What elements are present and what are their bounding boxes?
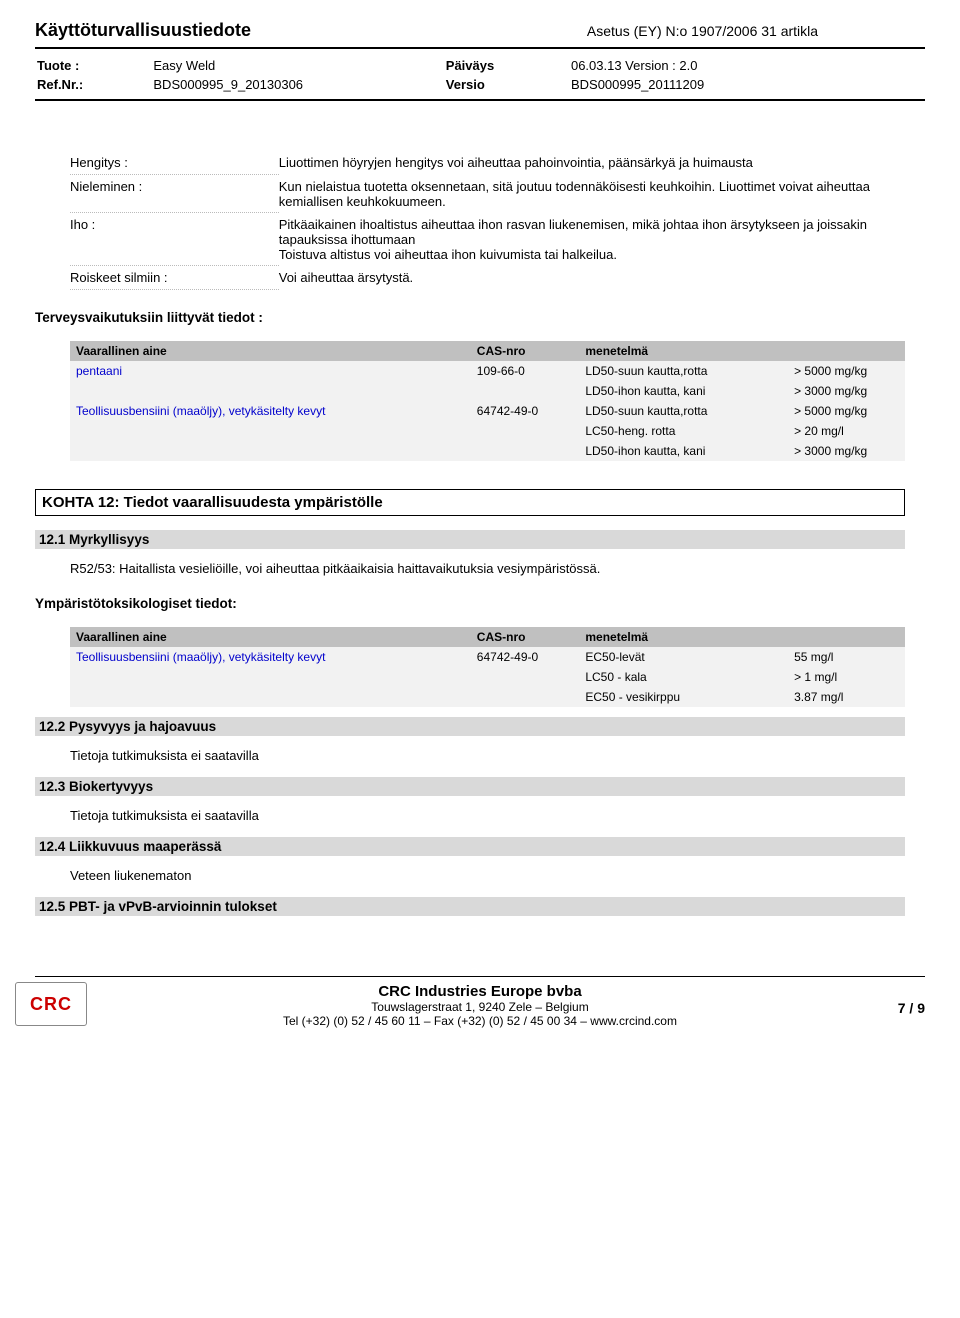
effects-definitions: Hengitys : Liuottimen höyryjen hengitys … (70, 151, 905, 290)
footer-tel: Tel (+32) (0) 52 / 45 60 11 – Fax (+32) … (35, 1014, 925, 1028)
substance-link[interactable]: Teollisuusbensiini (maaöljy), vetykäsite… (76, 404, 325, 418)
version-label: Versio (446, 76, 569, 93)
page-number: 7 / 9 (898, 1000, 925, 1016)
cas: 64742-49-0 (471, 401, 580, 421)
cell (471, 441, 580, 461)
substance-link[interactable]: pentaani (76, 364, 122, 378)
product-label: Tuote : (37, 57, 151, 74)
cas: 64742-49-0 (471, 647, 580, 667)
val: > 3000 mg/kg (788, 441, 905, 461)
document-header: Käyttöturvallisuustiedote Asetus (EY) N:… (35, 20, 925, 41)
date-value: 06.03.13 Version : 2.0 (571, 57, 923, 74)
method: LC50 - kala (579, 667, 788, 687)
ref-value: BDS000995_9_20130306 (153, 76, 443, 93)
iho-label: Iho : (70, 213, 279, 266)
method: LD50-suun kautta,rotta (579, 361, 788, 381)
cas: 109-66-0 (471, 361, 580, 381)
env-tox-title: Ympäristötoksikologiset tiedot: (35, 596, 905, 611)
method: LD50-ihon kautta, kani (579, 441, 788, 461)
cell (471, 421, 580, 441)
hdr-cas: CAS-nro (471, 627, 580, 647)
val: 55 mg/l (788, 647, 905, 667)
val: > 5000 mg/kg (788, 361, 905, 381)
hdr-value (788, 627, 905, 647)
crc-logo-icon: CRC (15, 982, 87, 1026)
document-type: Käyttöturvallisuustiedote (35, 20, 480, 41)
val: > 20 mg/l (788, 421, 905, 441)
hengitys-label: Hengitys : (70, 151, 279, 175)
s12-2-text: Tietoja tutkimuksista ei saatavilla (70, 748, 905, 763)
nieleminen-value: Kun nielaistua tuotetta oksennetaan, sit… (279, 175, 905, 213)
section-12-heading: KOHTA 12: Tiedot vaarallisuudesta ympäri… (35, 489, 905, 516)
date-label: Päiväys (446, 57, 569, 74)
s12-1-text: R52/53: Haitallista vesieliöille, voi ai… (70, 561, 905, 576)
ref-label: Ref.Nr.: (37, 76, 151, 93)
cell (70, 421, 471, 441)
method: EC50-levät (579, 647, 788, 667)
s12-3-text: Tietoja tutkimuksista ei saatavilla (70, 808, 905, 823)
roiskeet-label: Roiskeet silmiin : (70, 266, 279, 290)
hdr-cas: CAS-nro (471, 341, 580, 361)
hdr-method: menetelmä (579, 627, 788, 647)
divider (35, 99, 925, 101)
health-effects-title: Terveysvaikutuksiin liittyvät tiedot : (35, 310, 905, 325)
method: LD50-ihon kautta, kani (579, 381, 788, 401)
page-footer: CRC CRC Industries Europe bvba Touwslage… (35, 976, 925, 1028)
product-value: Easy Weld (153, 57, 443, 74)
val: > 3000 mg/kg (788, 381, 905, 401)
sub-12-3: 12.3 Biokertyvyys (35, 777, 905, 796)
cell (471, 687, 580, 707)
cell (471, 381, 580, 401)
meta-table: Tuote : Easy Weld Päiväys 06.03.13 Versi… (35, 55, 925, 95)
hdr-method: menetelmä (579, 341, 788, 361)
method: LD50-suun kautta,rotta (579, 401, 788, 421)
cell (70, 687, 471, 707)
toxicity-table: Vaarallinen aine CAS-nro menetelmä penta… (70, 341, 905, 461)
hdr-value (788, 341, 905, 361)
hdr-substance: Vaarallinen aine (70, 627, 471, 647)
sub-12-4: 12.4 Liikkuvuus maaperässä (35, 837, 905, 856)
method: EC50 - vesikirppu (579, 687, 788, 707)
cell (70, 381, 471, 401)
val: > 1 mg/l (788, 667, 905, 687)
version-value: BDS000995_20111209 (571, 76, 923, 93)
iho-value: Pitkäaikainen ihoaltistus aiheuttaa ihon… (279, 213, 905, 266)
s12-4-text: Veteen liukenematon (70, 868, 905, 883)
ecotox-table: Vaarallinen aine CAS-nro menetelmä Teoll… (70, 627, 905, 707)
roiskeet-value: Voi aiheuttaa ärsytystä. (279, 266, 905, 290)
method: LC50-heng. rotta (579, 421, 788, 441)
footer-divider (35, 976, 925, 977)
footer-address: Touwslagerstraat 1, 9240 Zele – Belgium (35, 1000, 925, 1014)
val: 3.87 mg/l (788, 687, 905, 707)
substance-link[interactable]: Teollisuusbensiini (maaöljy), vetykäsite… (76, 650, 325, 664)
cell (70, 441, 471, 461)
nieleminen-label: Nieleminen : (70, 175, 279, 213)
divider (35, 47, 925, 49)
sub-12-2: 12.2 Pysyvyys ja hajoavuus (35, 717, 905, 736)
val: > 5000 mg/kg (788, 401, 905, 421)
regulation-text: Asetus (EY) N:o 1907/2006 31 artikla (480, 23, 925, 39)
hdr-substance: Vaarallinen aine (70, 341, 471, 361)
hengitys-value: Liuottimen höyryjen hengitys voi aiheutt… (279, 151, 905, 175)
sub-12-5: 12.5 PBT- ja vPvB-arvioinnin tulokset (35, 897, 905, 916)
cell (70, 667, 471, 687)
sub-12-1: 12.1 Myrkyllisyys (35, 530, 905, 549)
footer-company: CRC Industries Europe bvba (35, 983, 925, 1000)
cell (471, 667, 580, 687)
